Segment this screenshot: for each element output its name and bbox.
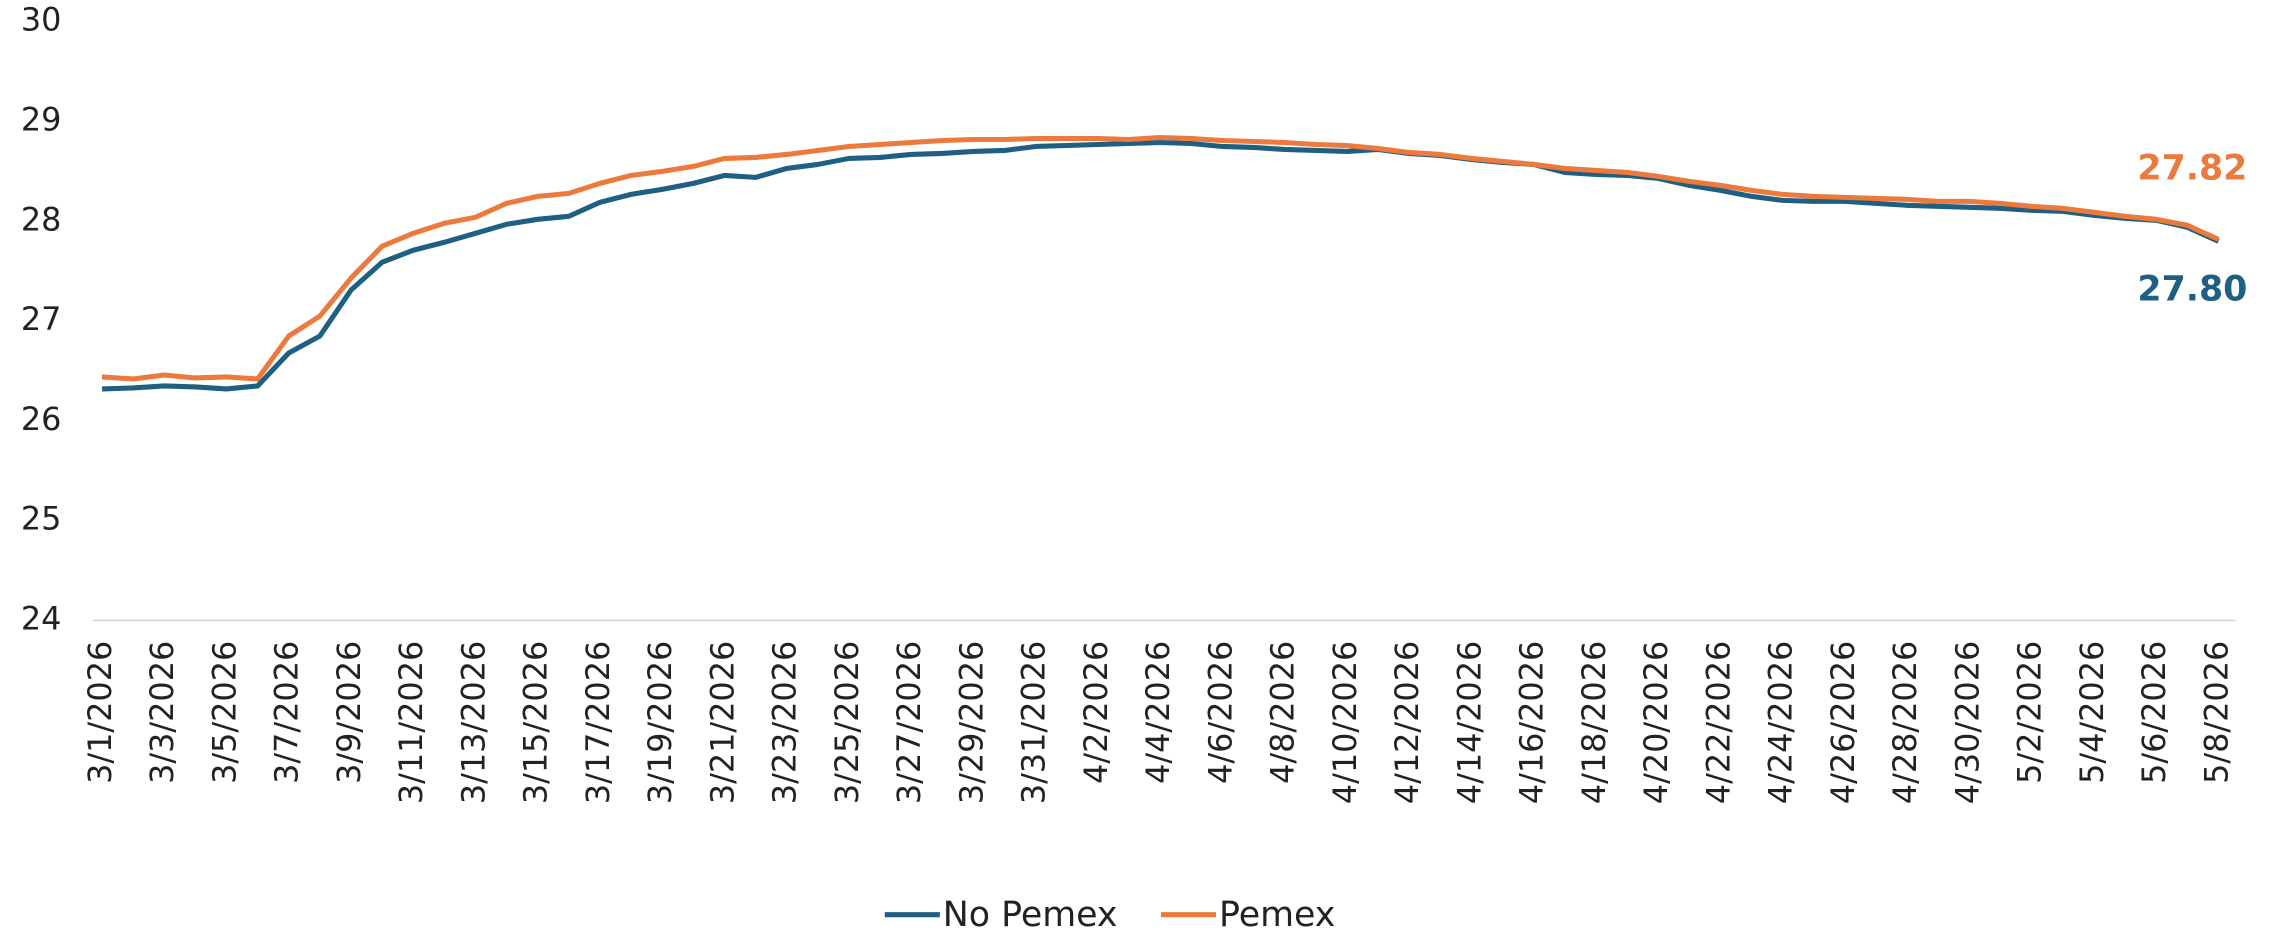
x-tick-label: 3/27/2026: [890, 641, 928, 804]
y-tick-label: 26: [21, 400, 62, 438]
x-tick-label: 3/29/2026: [952, 641, 990, 804]
x-tick-label: 4/10/2026: [1326, 641, 1364, 804]
x-tick-label: 3/1/2026: [81, 641, 119, 784]
x-tick-label: 3/21/2026: [703, 641, 741, 804]
x-tick-label: 5/8/2026: [2197, 641, 2235, 784]
x-tick-label: 4/16/2026: [1513, 641, 1551, 804]
y-tick-label: 29: [21, 101, 62, 139]
x-tick-label: 5/2/2026: [2011, 641, 2049, 784]
x-tick-label: 3/11/2026: [392, 641, 430, 804]
x-tick-label: 3/23/2026: [766, 641, 804, 804]
x-tick-label: 4/14/2026: [1450, 641, 1488, 804]
x-tick-label: 3/7/2026: [268, 641, 306, 784]
y-tick-label: 28: [21, 200, 62, 238]
x-tick-label: 5/4/2026: [2073, 641, 2111, 784]
x-tick-label: 4/8/2026: [1264, 641, 1302, 784]
x-tick-label: 3/5/2026: [205, 641, 243, 784]
data-label: 27.80: [2137, 270, 2247, 310]
data-label: 27.82: [2137, 149, 2247, 189]
y-tick-label: 27: [21, 300, 62, 338]
y-tick-label: 30: [21, 1, 62, 39]
y-tick-label: 25: [21, 500, 62, 538]
x-tick-label: 3/19/2026: [641, 641, 679, 804]
x-tick-label: 5/6/2026: [2135, 641, 2173, 784]
x-tick-label: 4/12/2026: [1388, 641, 1426, 804]
series-line: [101, 139, 2220, 392]
x-tick-label: 4/18/2026: [1575, 641, 1613, 804]
x-tick-label: 3/3/2026: [143, 641, 181, 784]
x-tick-label: 4/20/2026: [1637, 641, 1675, 804]
x-tick-label: 4/2/2026: [1077, 641, 1115, 784]
x-tick-label: 4/26/2026: [1824, 641, 1862, 804]
x-tick-label: 4/30/2026: [1948, 641, 1986, 804]
x-tick-label: 3/31/2026: [1015, 641, 1053, 804]
x-tick-label: 4/6/2026: [1201, 641, 1239, 784]
series-line: [101, 134, 2220, 382]
x-tick-label: 4/22/2026: [1699, 641, 1737, 804]
x-tick-label: 4/28/2026: [1886, 641, 1924, 804]
x-tick-label: 4/24/2026: [1762, 641, 1800, 804]
legend-label: Pemex: [1219, 895, 1335, 935]
y-tick-label: 24: [21, 599, 62, 637]
x-tick-label: 3/9/2026: [330, 641, 368, 784]
x-tick-label: 3/25/2026: [828, 641, 866, 804]
x-tick-label: 3/13/2026: [454, 641, 492, 804]
legend-label: No Pemex: [943, 895, 1118, 935]
x-tick-label: 3/17/2026: [579, 641, 617, 804]
x-tick-label: 4/4/2026: [1139, 641, 1177, 784]
x-tick-label: 3/15/2026: [517, 641, 555, 804]
